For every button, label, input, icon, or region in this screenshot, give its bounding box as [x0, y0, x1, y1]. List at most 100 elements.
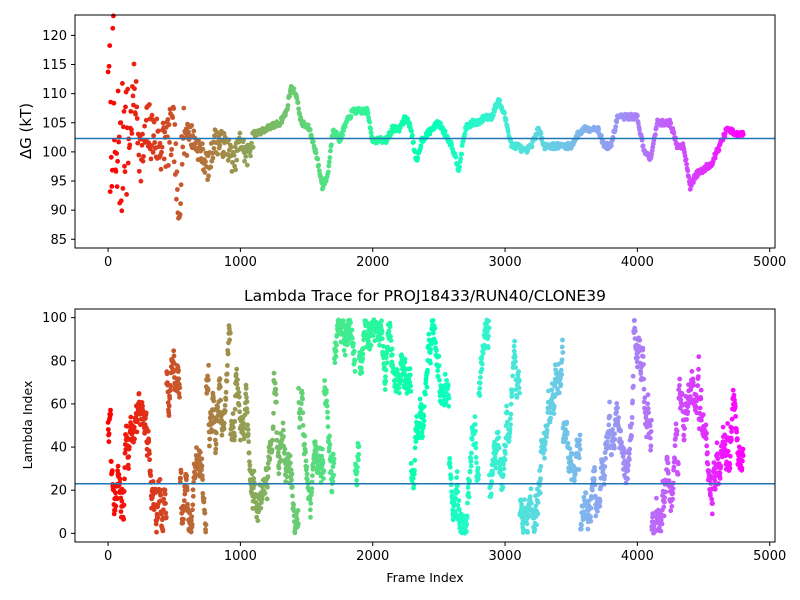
lambda-point — [114, 496, 120, 502]
lambda-point — [466, 490, 471, 496]
lambda-point — [312, 439, 318, 445]
lambda-point — [219, 432, 225, 438]
lambda-point — [324, 387, 329, 393]
dg-point — [458, 156, 463, 162]
lambda-point — [230, 425, 236, 430]
lambda-point — [735, 437, 740, 442]
lambda-point — [602, 464, 608, 469]
lambda-point — [508, 422, 513, 427]
lambda-point — [621, 446, 627, 452]
dg-point — [411, 139, 416, 145]
lambda-point — [289, 471, 295, 477]
dg-point — [168, 152, 174, 158]
lambda-point — [705, 450, 710, 456]
lambda-point — [236, 402, 242, 408]
lambda-point — [623, 480, 629, 486]
lambda-point — [503, 423, 509, 429]
lambda-point — [225, 351, 231, 357]
lambda-point — [205, 387, 211, 393]
lambda-point — [637, 337, 643, 343]
lambda-point — [367, 346, 372, 352]
dg-point — [127, 142, 133, 148]
lambda-point — [538, 476, 543, 481]
lambda-point — [537, 490, 543, 496]
lambda-point — [670, 486, 676, 491]
lambda-point — [298, 416, 303, 422]
lambda-point — [479, 366, 485, 372]
lambda-point — [217, 384, 223, 390]
dg-point — [538, 131, 544, 137]
lambda-point — [669, 504, 675, 509]
lambda-point — [122, 450, 128, 456]
lambda-point — [629, 421, 635, 427]
lambda-point — [270, 424, 276, 430]
dg-point — [139, 142, 145, 148]
lambda-point — [489, 479, 494, 484]
lambda-point — [699, 417, 704, 423]
dg-point — [180, 144, 186, 150]
lambda-point — [288, 460, 293, 466]
lambda-point — [465, 500, 470, 506]
dg-point — [191, 128, 197, 134]
lambda-point — [180, 520, 186, 526]
lambda-point — [712, 470, 717, 475]
dg-point — [285, 106, 290, 112]
lambda-point — [709, 496, 715, 502]
dg-point — [503, 117, 509, 123]
dg-point — [599, 133, 604, 139]
dg-point — [396, 128, 402, 134]
dg-point — [107, 189, 113, 195]
lambda-point — [642, 405, 647, 411]
dg-point — [159, 149, 164, 155]
lambda-point — [696, 354, 702, 360]
lambda-point — [675, 471, 681, 477]
lambda-point — [269, 447, 275, 453]
lambda-point — [504, 403, 509, 409]
lambda-point — [176, 391, 182, 396]
dg-point — [316, 168, 322, 174]
lambda-point — [320, 446, 325, 452]
lambda-point — [496, 435, 502, 440]
dg-point — [125, 86, 131, 92]
lambda-point — [115, 468, 120, 474]
dg-point — [612, 127, 618, 133]
lambda-point — [171, 348, 177, 354]
lambda-point — [444, 378, 449, 383]
lambda-point — [722, 441, 728, 447]
dg-x-ticks: 0 1000 2000 3000 4000 5000 — [104, 248, 786, 270]
lambda-point — [372, 338, 378, 344]
y-tick-label: 20 — [50, 484, 67, 499]
lambda-point — [212, 437, 218, 443]
lambda-point — [473, 441, 479, 446]
lambda-point — [241, 421, 247, 426]
lambda-point — [164, 371, 170, 377]
lambda-point — [426, 331, 432, 337]
lambda-point — [685, 409, 691, 415]
lambda-point — [325, 409, 330, 415]
lambda-point — [592, 468, 598, 473]
lambda-point — [602, 473, 607, 479]
dg-axes-frame — [74, 14, 776, 249]
lambda-point — [146, 439, 152, 444]
dg-point — [150, 150, 156, 155]
lambda-point — [211, 398, 217, 404]
lambda-point — [712, 486, 718, 492]
lambda-point — [297, 425, 302, 430]
dg-point — [712, 155, 718, 161]
lambda-point — [310, 465, 316, 471]
lambda-point — [389, 352, 395, 358]
lambda-point — [512, 338, 517, 344]
lambda-point — [717, 470, 723, 476]
dg-point — [119, 208, 125, 214]
dg-point — [172, 122, 178, 127]
lambda-point — [325, 415, 331, 421]
lambda-point — [544, 427, 550, 433]
x-tick-label: 4000 — [621, 549, 654, 564]
lambda-point — [642, 395, 648, 401]
dg-point — [141, 154, 146, 159]
y-tick-label: 115 — [42, 58, 67, 73]
dg-point — [161, 156, 167, 162]
lambda-point — [560, 350, 566, 355]
lambda-point — [157, 487, 163, 493]
lambda-point — [181, 516, 186, 522]
